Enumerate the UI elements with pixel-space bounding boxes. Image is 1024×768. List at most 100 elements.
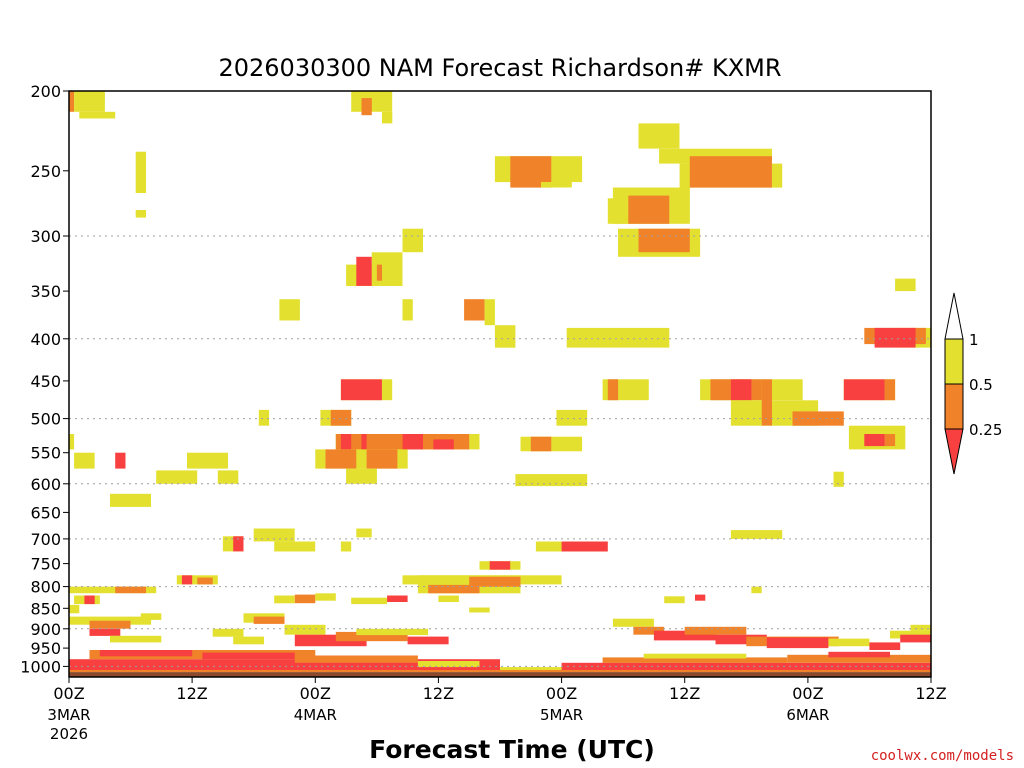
- y-tick-label-650: 650: [30, 503, 61, 522]
- ri-cell-95: [115, 586, 146, 594]
- ri-cell-139: [294, 655, 418, 663]
- ri-cell-145: [787, 654, 931, 663]
- ri-cell-138: [202, 652, 295, 660]
- ri-cell-129: [766, 637, 829, 649]
- y-tick-label-250: 250: [30, 162, 61, 181]
- ri-cell-44: [792, 411, 844, 426]
- ri-cell-106: [664, 596, 685, 604]
- ri-cell-4: [135, 210, 146, 218]
- ri-cell-78: [253, 528, 295, 542]
- ri-cell-143: [602, 657, 788, 663]
- ri-cell-59: [402, 434, 423, 450]
- ri-cell-115: [253, 616, 285, 624]
- y-axis: 200 250 300 350 400 450 500 550 600 650 700 750 800 8…: [20, 82, 69, 676]
- x-date-label-0: 3MAR: [47, 706, 90, 724]
- ri-cell-121: [212, 628, 244, 637]
- y-tick-label-1000: 1000: [20, 657, 61, 676]
- color-legend: 1 0.5 0.25: [944, 292, 1002, 475]
- x-tick-label-6: 00Z: [792, 684, 823, 703]
- ri-cell-0: [69, 91, 75, 112]
- ri-cell-90: [428, 584, 480, 594]
- ri-cell-10: [541, 182, 572, 188]
- legend-bin-0: [944, 338, 964, 385]
- ri-cell-117: [294, 634, 367, 647]
- x-axis-title: Forecast Time (UTC): [369, 735, 655, 764]
- ri-cell-43: [761, 379, 772, 426]
- ri-cell-94: [69, 586, 157, 594]
- ri-cell-36: [340, 379, 382, 401]
- ri-cell-68: [187, 452, 228, 469]
- ri-cell-104: [438, 595, 459, 602]
- y-tick-label-800: 800: [30, 578, 61, 597]
- ri-cell-116: [284, 624, 326, 635]
- ri-cell-2: [79, 111, 116, 119]
- y-tick-label-850: 850: [30, 599, 61, 618]
- ri-cell-47: [884, 379, 896, 401]
- ri-cell-38: [607, 379, 619, 401]
- ri-cell-92: [181, 575, 193, 585]
- ri-cell-79: [274, 541, 316, 552]
- ri-cell-125: [653, 630, 716, 641]
- ground-band: [69, 672, 931, 677]
- y-tick-label-500: 500: [30, 410, 61, 429]
- ri-cell-146: [828, 651, 890, 658]
- legend-bin-1: [944, 383, 964, 430]
- ri-cell-53: [864, 434, 885, 447]
- ri-cell-69: [156, 470, 198, 484]
- ri-cell-122: [233, 636, 264, 645]
- ri-cell-111: [89, 628, 121, 636]
- ri-cell-142: [561, 662, 931, 671]
- legend-top-arrow: [944, 292, 964, 340]
- y-tick-label-900: 900: [30, 620, 61, 639]
- ri-cell-3: [135, 151, 146, 193]
- legend-bin-2: [944, 428, 964, 475]
- ri-cell-124: [633, 626, 665, 635]
- ri-cell-71: [110, 493, 151, 507]
- ri-cell-17: [628, 195, 670, 224]
- ri-cell-23: [356, 256, 372, 286]
- ri-cell-24: [376, 264, 382, 281]
- y-tick-label-350: 350: [30, 282, 61, 301]
- ri-cell-118: [335, 631, 408, 642]
- legend-label-2: 0.25: [969, 421, 1002, 439]
- ri-cell-132: [890, 630, 931, 639]
- ri-cell-141: [500, 667, 562, 671]
- y-tick-label-750: 750: [30, 555, 61, 574]
- ri-cell-140: [417, 661, 480, 668]
- ri-cell-72: [515, 474, 588, 487]
- ri-cell-7: [382, 111, 393, 124]
- ri-cell-77: [233, 536, 244, 552]
- ri-cell-108: [751, 586, 762, 594]
- ri-cell-81: [356, 528, 372, 538]
- ri-cell-62: [325, 449, 357, 469]
- ri-cell-100: [294, 594, 316, 604]
- x-tick-label-5: 12Z: [669, 684, 700, 703]
- y-tick-label-450: 450: [30, 372, 61, 391]
- ri-cell-33: [874, 327, 916, 348]
- ri-cell-120: [356, 628, 429, 636]
- ri-cell-70: [217, 470, 239, 484]
- ri-cell-57: [340, 434, 352, 450]
- legend-label-1: 0.5: [969, 376, 993, 394]
- y-tick-label-700: 700: [30, 530, 61, 549]
- ri-cell-135: [69, 659, 500, 670]
- y-tick-label-600: 600: [30, 475, 61, 494]
- ri-cell-30: [566, 327, 670, 348]
- ri-cell-99: [274, 595, 295, 604]
- ri-cell-110: [89, 620, 131, 629]
- ri-cell-97: [84, 595, 95, 605]
- ri-cell-65: [69, 434, 75, 450]
- ri-cell-48: [258, 409, 270, 426]
- ri-cell-144: [643, 653, 747, 659]
- x-tick-label-0: 00Z: [53, 684, 84, 703]
- ri-cell-130: [828, 638, 870, 647]
- ri-cell-127: [715, 634, 767, 645]
- x-tick-label-3: 12Z: [423, 684, 454, 703]
- ri-cell-112: [110, 635, 162, 643]
- ri-cell-26: [402, 299, 413, 321]
- ri-cell-98: [69, 604, 80, 614]
- ri-cell-113: [140, 613, 162, 620]
- ri-cell-101: [315, 593, 336, 601]
- y-tick-label-550: 550: [30, 444, 61, 463]
